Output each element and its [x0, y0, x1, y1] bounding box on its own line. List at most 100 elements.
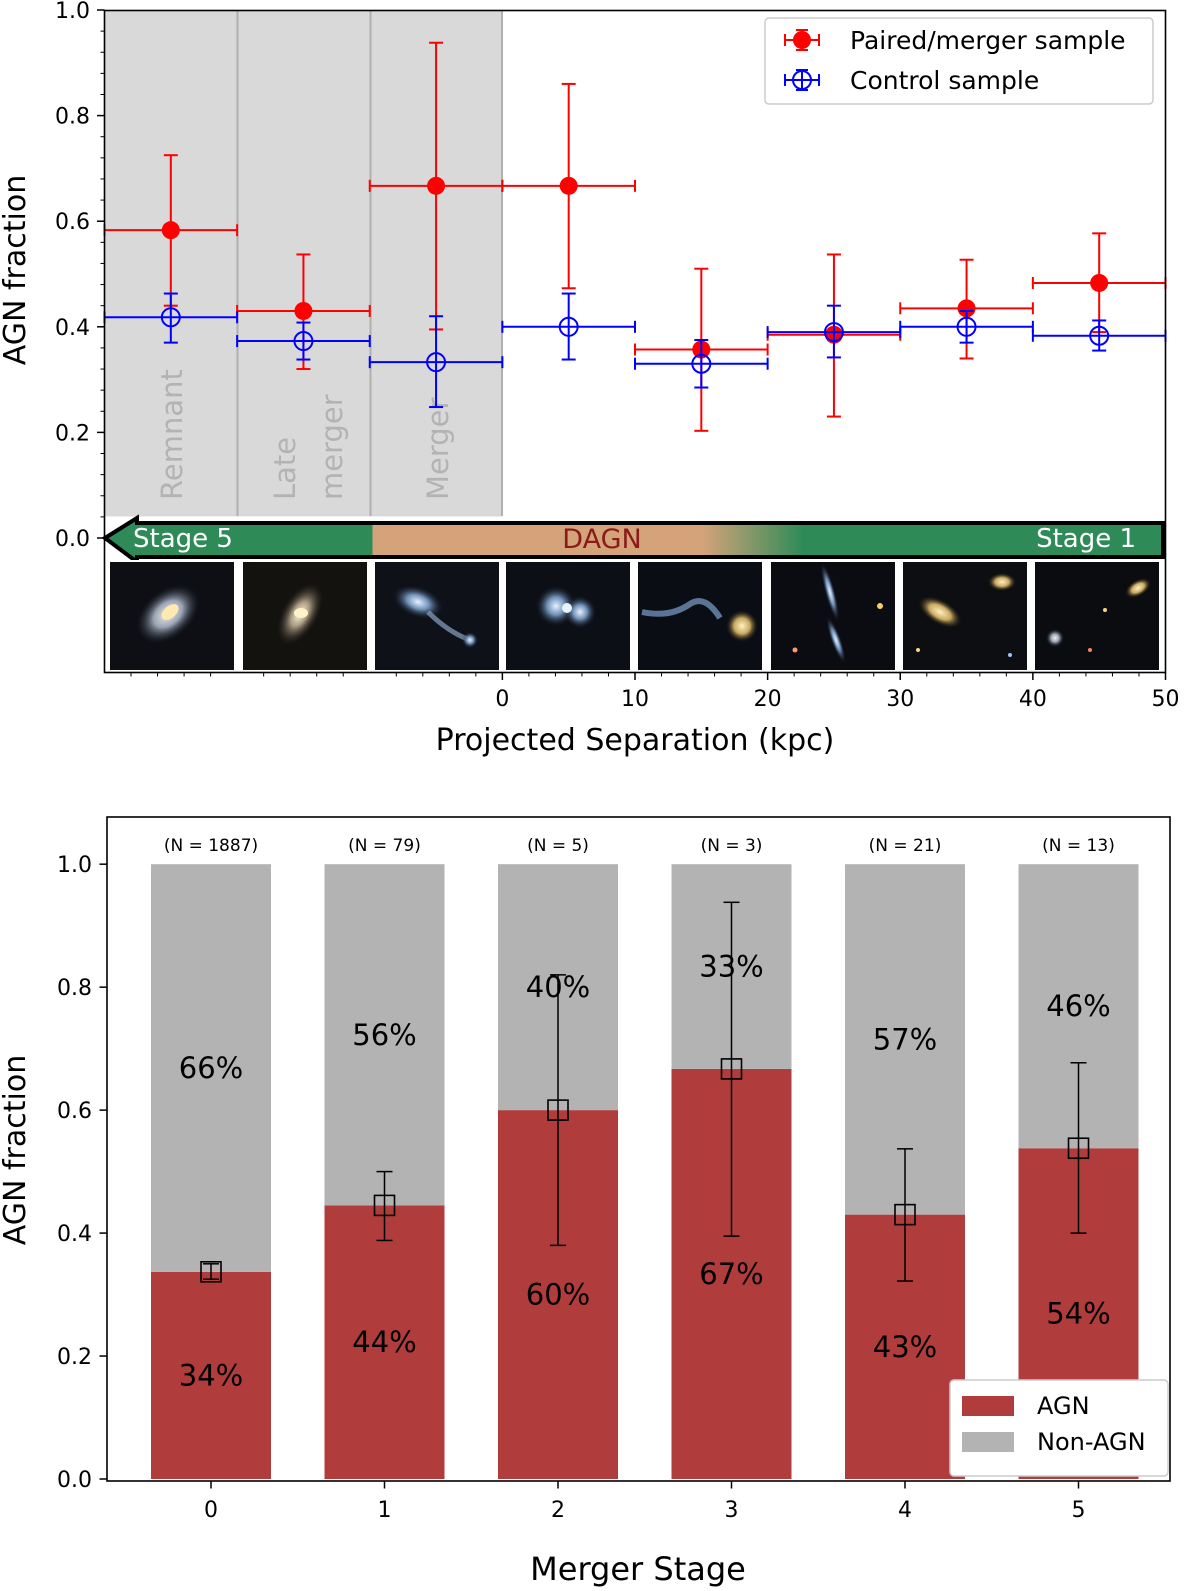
legend-marker-control: [784, 69, 820, 91]
data-point: [160, 307, 181, 328]
bottom-x-tick-label: 3: [725, 1498, 739, 1523]
errorbar-marker: [373, 1194, 396, 1217]
data-point: [427, 176, 446, 195]
top-panel: Remnant Late merger Merger Stage 5 DAGN S…: [0, 0, 1180, 758]
legend-marker-paired: [784, 29, 820, 51]
data-point: [691, 353, 712, 374]
legend-label-control: Control sample: [850, 66, 1039, 95]
top-y-tick-label: 0.6: [55, 210, 90, 235]
non-agn-percent-label: 46%: [1046, 989, 1110, 1023]
errorbar: [547, 974, 569, 1247]
data-point: [957, 299, 976, 318]
sample-count-label: (N = 5): [527, 836, 589, 856]
sample-count-label: (N = 1887): [164, 836, 258, 856]
stage-1-label: Stage 1: [1036, 524, 1136, 554]
dagn-label: DAGN: [562, 524, 641, 555]
series-control: [103, 292, 1167, 409]
data-point: [956, 316, 977, 337]
errorbar-marker: [1067, 1137, 1090, 1160]
data-point: [1089, 325, 1110, 346]
bar-non-agn: [151, 864, 271, 1272]
top-plot-frame: [103, 9, 1167, 674]
agn-percent-label: 34%: [179, 1358, 243, 1392]
bottom-errorbars: [200, 901, 1090, 1283]
top-y-tick-label: 0.0: [55, 527, 90, 552]
top-x-tick-label: 20: [754, 687, 782, 712]
bottom-percent-labels: 34%66%44%56%60%40%67%33%43%57%54%46%: [179, 950, 1111, 1393]
bottom-y-tick-label: 0.0: [57, 1468, 92, 1493]
bottom-y-ticks: 0.0 0.2 0.4 0.6 0.8 1.0: [57, 853, 107, 1493]
non-agn-percent-label: 66%: [179, 1051, 243, 1085]
bottom-y-tick-label: 1.0: [57, 853, 92, 878]
thumbnail-distant-pair: [1035, 562, 1159, 670]
thumbnail-remnant-galaxy: [110, 562, 234, 670]
bottom-y-tick-label: 0.2: [57, 1345, 92, 1370]
legend-label-paired: Paired/merger sample: [850, 26, 1126, 55]
data-point: [161, 221, 180, 240]
galaxy-thumbnails: [107, 560, 1160, 670]
bottom-y-tick-label: 0.6: [57, 1099, 92, 1124]
top-x-axis-label: Projected Separation (kpc): [436, 723, 835, 758]
bar-agn: [151, 1271, 271, 1479]
errorbar-marker: [720, 1058, 743, 1080]
agn-percent-label: 67%: [699, 1257, 763, 1291]
thumbnail-merger-galaxy: [375, 562, 499, 670]
sample-count-label: (N = 3): [701, 836, 763, 856]
bottom-x-tick-label: 0: [204, 1498, 218, 1523]
top-x-tick-label: 10: [621, 687, 649, 712]
top-y-tick-label: 0.8: [55, 105, 90, 130]
errorbar-marker: [547, 1099, 569, 1121]
errorbar: [236, 321, 371, 361]
errorbar: [720, 901, 743, 1237]
top-x-ticks: 0 10 20 30 40 50: [495, 672, 1180, 712]
bar-agn: [324, 1205, 445, 1479]
top-y-ticks: 0.0 0.2 0.4 0.6 0.8 1.0: [55, 0, 105, 552]
errorbar: [634, 339, 769, 389]
errorbar: [1031, 319, 1167, 352]
bottom-y-tick-label: 0.4: [57, 1222, 92, 1247]
errorbar: [766, 304, 902, 359]
non-agn-percent-label: 56%: [352, 1018, 416, 1052]
errorbar: [894, 1148, 916, 1282]
top-x-tick-label: 30: [886, 687, 914, 712]
data-point: [293, 331, 314, 352]
region-label-merger: Merger: [421, 397, 455, 500]
data-point: [558, 316, 579, 337]
thumbnail-tidal-tail-pair: [638, 562, 762, 670]
top-y-axis-label: AGN fraction: [0, 175, 33, 365]
top-x-tick-label: 0: [495, 687, 509, 712]
data-point: [559, 176, 578, 195]
errorbar: [1067, 1062, 1090, 1234]
bottom-x-ticks: 0 1 2 3 4 5: [204, 1481, 1086, 1523]
region-label-late-merger: Late merger: [268, 394, 349, 500]
legend-swatch-agn: [962, 1396, 1014, 1416]
bottom-y-tick-label: 0.8: [57, 976, 92, 1001]
thumbnail-late-merger-galaxy: [243, 562, 367, 670]
errorbar: [368, 315, 504, 409]
bar-non-agn: [324, 864, 445, 1206]
bottom-x-tick-label: 2: [551, 1498, 565, 1523]
bottom-x-axis-label: Merger Stage: [530, 1550, 746, 1588]
agn-percent-label: 60%: [526, 1278, 590, 1312]
bottom-plot-frame: [106, 816, 1171, 1482]
errorbar: [373, 1170, 396, 1242]
agn-percent-label: 43%: [873, 1330, 937, 1364]
data-point: [294, 301, 313, 320]
errorbar-marker: [894, 1203, 916, 1226]
top-y-tick-label: 1.0: [55, 0, 90, 24]
data-point: [426, 352, 447, 373]
top-legend: Paired/merger sample Control sample: [764, 17, 1154, 105]
sample-count-label: (N = 79): [348, 836, 421, 856]
sample-count-label: (N = 21): [869, 836, 942, 856]
non-agn-percent-label: 57%: [873, 1022, 937, 1056]
data-point: [823, 322, 844, 343]
errorbar: [501, 292, 636, 361]
top-x-tick-label: 50: [1152, 687, 1180, 712]
bottom-x-tick-label: 5: [1072, 1498, 1086, 1523]
thumbnail-separators: [107, 562, 1035, 670]
top-series: [103, 41, 1167, 432]
top-x-tick-label: 40: [1019, 687, 1047, 712]
thumbnail-interacting-pair: [506, 562, 630, 670]
legend-label-agn: AGN: [1037, 1392, 1090, 1420]
top-y-tick-label: 0.4: [55, 316, 90, 341]
